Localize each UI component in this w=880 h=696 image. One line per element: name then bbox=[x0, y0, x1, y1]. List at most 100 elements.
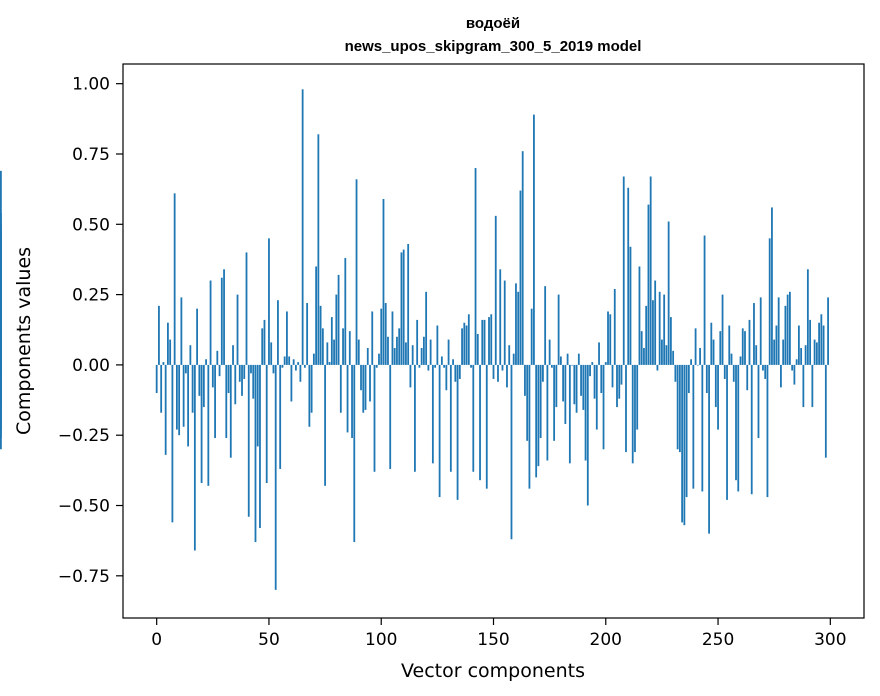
bar bbox=[387, 336, 389, 365]
bar bbox=[764, 364, 767, 379]
bar bbox=[528, 364, 531, 489]
bar bbox=[375, 364, 378, 368]
bar bbox=[479, 364, 481, 481]
bar bbox=[470, 364, 472, 368]
bar bbox=[382, 198, 385, 365]
bar bbox=[0, 319, 2, 365]
bar bbox=[789, 291, 791, 365]
bar bbox=[321, 328, 324, 365]
y-tick-label: 0.75 bbox=[72, 145, 110, 165]
bar bbox=[220, 277, 223, 365]
bar bbox=[234, 364, 237, 405]
bar bbox=[674, 364, 677, 382]
bar bbox=[373, 364, 376, 472]
bar bbox=[645, 305, 648, 365]
bar bbox=[211, 364, 214, 388]
bar bbox=[717, 364, 719, 430]
bar bbox=[425, 291, 428, 365]
bar bbox=[463, 322, 466, 365]
bar bbox=[324, 364, 326, 486]
bar bbox=[602, 364, 605, 450]
chart-title: водоёй bbox=[466, 15, 520, 32]
bar bbox=[155, 364, 158, 394]
bar bbox=[317, 134, 320, 365]
bar bbox=[252, 364, 255, 399]
bar bbox=[348, 331, 351, 365]
bar bbox=[728, 325, 731, 365]
bar bbox=[539, 364, 542, 439]
bar bbox=[268, 238, 270, 365]
bar bbox=[198, 364, 201, 396]
bar bbox=[353, 364, 356, 543]
bar bbox=[247, 364, 250, 517]
bar bbox=[297, 362, 300, 365]
bar bbox=[771, 207, 773, 365]
bar bbox=[741, 328, 744, 365]
bar bbox=[710, 322, 713, 365]
bar bbox=[277, 300, 279, 365]
bar bbox=[393, 348, 396, 365]
bar bbox=[795, 359, 798, 365]
bar bbox=[775, 325, 778, 365]
bar bbox=[598, 342, 600, 365]
bar bbox=[449, 364, 452, 472]
bar bbox=[768, 238, 771, 365]
bar bbox=[550, 364, 553, 368]
bar bbox=[604, 362, 607, 365]
bar bbox=[553, 364, 556, 441]
bar bbox=[209, 280, 212, 365]
bar bbox=[780, 364, 782, 388]
bar bbox=[366, 348, 369, 365]
bar bbox=[178, 364, 181, 436]
bar bbox=[236, 294, 239, 365]
bar bbox=[458, 364, 461, 379]
bar bbox=[261, 328, 264, 365]
bar bbox=[640, 331, 643, 365]
y-tick-label: 0.50 bbox=[72, 215, 110, 235]
y-tick-label: 0.00 bbox=[72, 356, 110, 376]
bar bbox=[629, 246, 632, 365]
y-tick-label: 1.00 bbox=[72, 75, 110, 95]
bar bbox=[436, 325, 439, 365]
bar bbox=[497, 364, 499, 382]
bar bbox=[719, 331, 722, 365]
bar bbox=[308, 364, 311, 427]
bar bbox=[187, 364, 190, 447]
bar bbox=[290, 364, 293, 402]
bar bbox=[555, 364, 558, 408]
bar bbox=[591, 362, 594, 365]
bar bbox=[169, 339, 172, 365]
bar bbox=[649, 176, 652, 365]
bar bbox=[568, 364, 571, 464]
bar bbox=[312, 353, 315, 365]
bar bbox=[445, 364, 448, 391]
bar bbox=[216, 350, 219, 365]
bar bbox=[326, 342, 329, 365]
bar bbox=[548, 339, 551, 365]
bar bbox=[620, 364, 623, 385]
bar bbox=[380, 308, 383, 365]
bar bbox=[672, 350, 675, 365]
bar bbox=[526, 364, 529, 441]
bar bbox=[589, 364, 591, 377]
bar bbox=[202, 364, 205, 408]
bar bbox=[519, 190, 522, 365]
bar bbox=[180, 297, 183, 365]
bar bbox=[678, 364, 681, 453]
bar bbox=[699, 348, 701, 365]
bar bbox=[687, 364, 690, 394]
bar bbox=[418, 364, 421, 368]
bar bbox=[205, 359, 207, 365]
bar bbox=[777, 297, 780, 365]
bar bbox=[762, 364, 764, 371]
bar bbox=[485, 364, 488, 489]
bar bbox=[537, 364, 540, 467]
bar bbox=[661, 339, 663, 365]
bar bbox=[759, 297, 762, 365]
y-axis-ticks: −0.75 −0.50 −0.25 0.00 0.25 0.50 0.75 1.00 bbox=[58, 75, 123, 587]
bar bbox=[272, 364, 275, 374]
bar bbox=[703, 235, 706, 365]
bar bbox=[391, 311, 394, 365]
bar bbox=[443, 364, 445, 368]
bar bbox=[701, 364, 704, 492]
